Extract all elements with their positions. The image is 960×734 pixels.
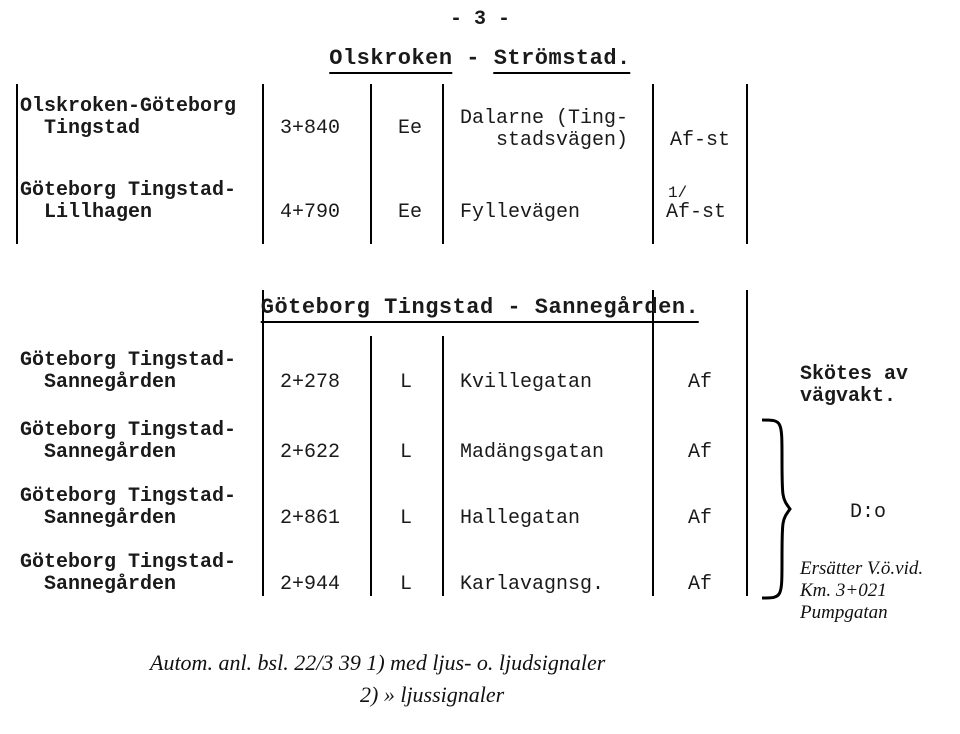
vline xyxy=(746,336,748,596)
row1-1-code: Ee xyxy=(398,202,422,224)
row1-1-street: Fyllevägen xyxy=(460,202,580,224)
row1-0-name-b: Tingstad xyxy=(20,118,140,140)
row1-1-name-a: Göteborg Tingstad- xyxy=(20,180,236,202)
row2-0-km: 2+278 xyxy=(280,372,340,394)
hand-bottom-2: 2) » ljussignaler xyxy=(360,682,504,708)
row2-2-status: Af xyxy=(688,508,712,530)
brace-icon xyxy=(752,418,792,605)
page: - 3 - Olskroken - Strömstad. Olskroken-G… xyxy=(0,0,960,734)
vline xyxy=(652,336,654,596)
vline xyxy=(746,290,748,336)
row2-3-km: 2+944 xyxy=(280,574,340,596)
row2-1-code: L xyxy=(400,442,412,464)
row2-0-street: Kvillegatan xyxy=(460,372,592,394)
row2-2-name-b: Sannegården xyxy=(20,508,176,530)
vline xyxy=(652,84,654,244)
row2-2-km: 2+861 xyxy=(280,508,340,530)
row2-0-name-a: Göteborg Tingstad- xyxy=(20,350,236,372)
row2-3-street: Karlavagnsg. xyxy=(460,574,604,596)
row2-1-name-b: Sannegården xyxy=(20,442,176,464)
row2-2-bracket-note: D:o xyxy=(850,502,886,524)
row1-1-km: 4+790 xyxy=(280,202,340,224)
row1-0-street-b: stadsvägen) xyxy=(460,130,628,152)
hand-note-a: Ersätter V.ö.vid. xyxy=(800,558,923,580)
vline xyxy=(370,336,372,596)
row2-2-code: L xyxy=(400,508,412,530)
row2-1-street: Madängsgatan xyxy=(460,442,604,464)
vline xyxy=(262,84,264,244)
row1-0-street-a: Dalarne (Ting- xyxy=(460,108,628,130)
row1-0-name-a: Olskroken-Göteborg xyxy=(20,96,236,118)
hand-note-c: Pumpgatan xyxy=(800,602,888,624)
vline xyxy=(16,84,18,244)
vline xyxy=(746,84,748,244)
row2-1-name-a: Göteborg Tingstad- xyxy=(20,420,236,442)
section1-title-b: Strömstad. xyxy=(494,46,631,74)
row2-2-street: Hallegatan xyxy=(460,508,580,530)
row2-0-right: Skötes av vägvakt. xyxy=(800,364,908,408)
vline xyxy=(370,84,372,244)
row2-0-code: L xyxy=(400,372,412,394)
row2-0-name-b: Sannegården xyxy=(20,372,176,394)
row2-3-status: Af xyxy=(688,574,712,596)
section2-title-text: Göteborg Tingstad - Sannegården. xyxy=(261,295,699,323)
vline xyxy=(262,336,264,596)
section1-title-dash: - xyxy=(453,46,494,71)
row1-0-code: Ee xyxy=(398,118,422,140)
row2-1-km: 2+622 xyxy=(280,442,340,464)
row2-3-name-b: Sannegården xyxy=(20,574,176,596)
row1-0-km: 3+840 xyxy=(280,118,340,140)
row1-1-name-b: Lillhagen xyxy=(20,202,152,224)
hand-bottom-1: Autom. anl. bsl. 22/3 39 1) med ljus- o.… xyxy=(150,650,605,676)
row2-3-code: L xyxy=(400,574,412,596)
section1-title: Olskroken - Strömstad. xyxy=(329,46,630,71)
page-number: - 3 - xyxy=(450,8,510,31)
hand-note-b: Km. 3+021 xyxy=(800,580,887,602)
row2-0-status: Af xyxy=(688,372,712,394)
section2-title: Göteborg Tingstad - Sannegården. xyxy=(261,295,699,320)
vline xyxy=(442,84,444,244)
section1-title-a: Olskroken xyxy=(329,46,452,74)
row2-1-status: Af xyxy=(688,442,712,464)
vline xyxy=(442,336,444,596)
row2-3-name-a: Göteborg Tingstad- xyxy=(20,552,236,574)
row2-2-name-a: Göteborg Tingstad- xyxy=(20,486,236,508)
row1-1-status: Af-st xyxy=(666,202,726,224)
row1-0-status: Af-st xyxy=(670,130,730,152)
